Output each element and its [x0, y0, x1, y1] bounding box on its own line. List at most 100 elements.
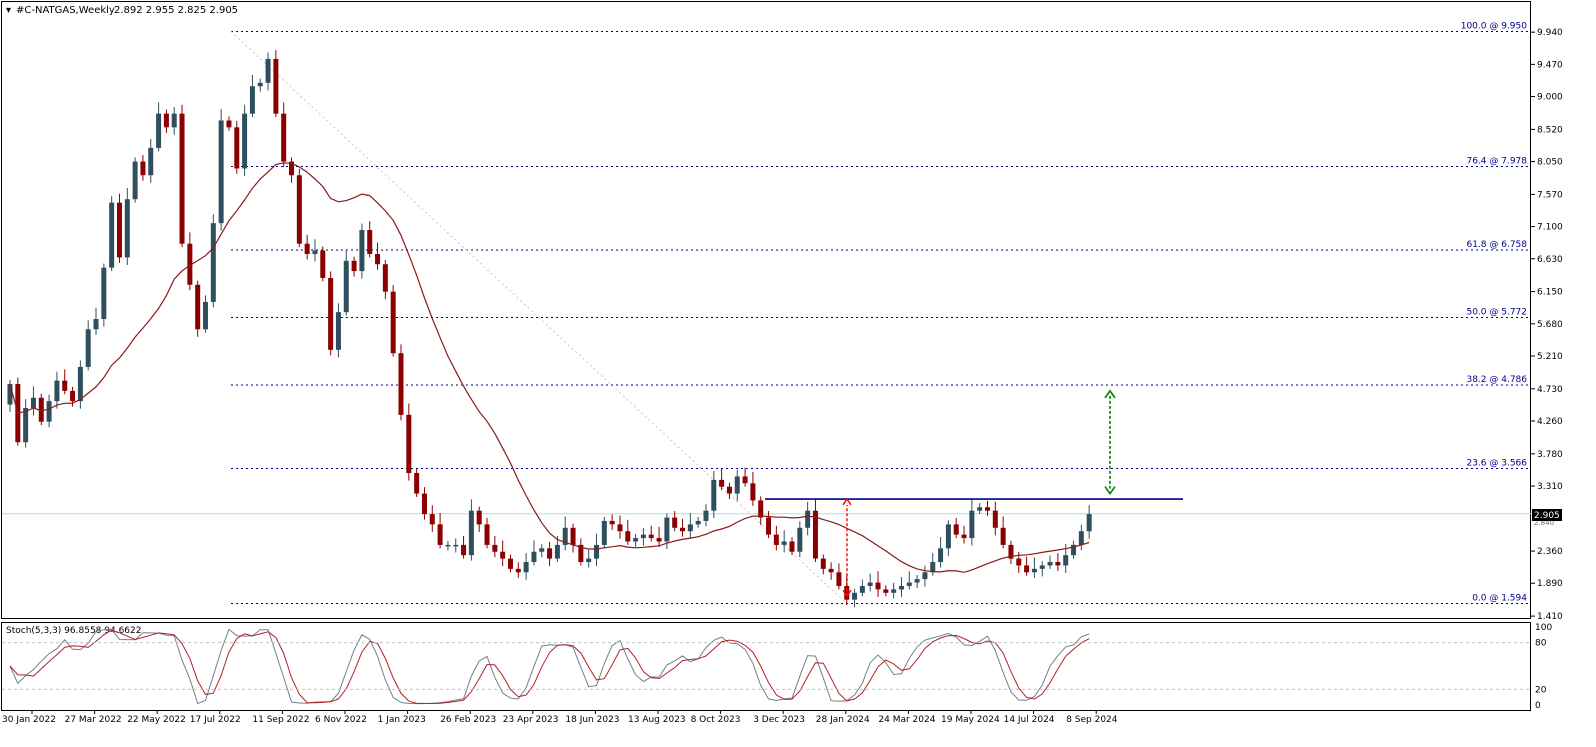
- candle-bear: [985, 507, 990, 511]
- candle-bear: [406, 414, 412, 474]
- candlesticks: [7, 49, 1092, 608]
- time-tick-label: 11 Sep 2022: [252, 715, 309, 725]
- candle-bear: [883, 589, 889, 593]
- candle-bull: [805, 510, 811, 528]
- candle-bear: [281, 113, 287, 162]
- candle-bull: [265, 58, 271, 83]
- current-price-badge: [1532, 509, 1562, 521]
- candle-bull: [945, 524, 951, 549]
- candle-bull: [124, 199, 130, 258]
- candle-bear: [234, 127, 240, 169]
- fibonacci-trend-line: [230, 31, 848, 604]
- time-tick-label: 23 Apr 2023: [503, 715, 559, 725]
- time-tick-label: 28 Jan 2024: [816, 715, 870, 725]
- candle-bull: [218, 120, 224, 224]
- candle-bull: [1078, 531, 1084, 545]
- candle-bull: [914, 579, 920, 583]
- candle-bull: [1071, 544, 1077, 556]
- time-tick-label: 8 Oct 2023: [691, 715, 741, 725]
- candle-bear: [656, 538, 662, 542]
- measure-arrows: [842, 389, 1116, 598]
- candle-bear: [750, 483, 756, 501]
- time-tick-label: 17 Jul 2022: [190, 715, 241, 725]
- candle-bull: [93, 319, 99, 330]
- candle-bear: [758, 500, 764, 518]
- candle-bull: [445, 544, 451, 547]
- down-measure-arrow-head-top: [842, 497, 852, 506]
- price-tick-label: 5.210: [1537, 352, 1563, 362]
- price-tick-label: 2.360: [1537, 547, 1563, 557]
- time-axis[interactable]: 30 Jan 2022 27 Mar 2022 22 May 2022 17 Jul …: [2, 711, 1118, 725]
- candle-bear: [38, 397, 44, 422]
- price-tick-label: 4.260: [1537, 417, 1563, 427]
- candle-bull: [633, 538, 639, 542]
- partial-price-label: 2.840: [1534, 519, 1554, 527]
- time-tick-label: 1 Jan 2023: [378, 715, 426, 725]
- candle-bear: [328, 277, 334, 350]
- candle-bear: [828, 568, 834, 573]
- candle-bear: [179, 113, 185, 244]
- candle-bull: [859, 585, 865, 593]
- candle-bear: [507, 558, 513, 569]
- candle-bull: [891, 589, 897, 593]
- candle-bear: [289, 161, 295, 176]
- candle-bear: [437, 524, 443, 545]
- candle-bull: [554, 544, 560, 559]
- candle-bear: [672, 517, 678, 528]
- price-tick-label: 4.730: [1537, 385, 1563, 395]
- stoch-axis: 100 80 20 0: [2, 623, 1552, 711]
- up-measure-arrow-head-top: [1104, 389, 1116, 399]
- moving-average-line: [9, 162, 1090, 573]
- fib-level-label: 61.8 @ 6.758: [1466, 240, 1527, 250]
- stoch-tick-label: 20: [1535, 685, 1547, 695]
- candle-bull: [523, 562, 529, 573]
- price-tick-label: 6.150: [1537, 288, 1563, 298]
- candle-bull: [242, 113, 248, 169]
- candle-bear: [375, 253, 381, 265]
- price-tick-label: 9.000: [1537, 93, 1563, 103]
- candle-bear: [492, 544, 498, 552]
- candle-bull: [601, 520, 607, 545]
- candle-bull: [249, 86, 255, 114]
- candle-bull: [938, 548, 944, 563]
- candle-bull: [664, 517, 670, 542]
- candle-bear: [226, 120, 232, 128]
- candle-bull: [640, 534, 646, 539]
- candle-bull: [156, 113, 162, 148]
- candle-bear: [296, 175, 302, 244]
- candle-bull: [210, 223, 216, 302]
- time-tick-label: 22 May 2022: [127, 715, 186, 725]
- price-axis[interactable]: 9.940 9.470 9.000 8.520 8.050 7.570 7.100 6.630…: [1531, 28, 1563, 622]
- stoch-tick-label: 80: [1535, 639, 1547, 649]
- candle-bull: [171, 113, 177, 128]
- candle-bull: [7, 384, 13, 405]
- candle-bear: [992, 510, 998, 528]
- candle-bull: [711, 479, 717, 511]
- candle-bull: [101, 267, 107, 320]
- candle-bull: [531, 551, 537, 563]
- fib-level-label: 23.6 @ 3.566: [1466, 459, 1527, 469]
- price-tick-label: 6.630: [1537, 255, 1563, 265]
- candle-bull: [468, 510, 474, 556]
- candle-bull: [23, 407, 29, 443]
- candle-bear: [742, 476, 748, 484]
- candle-bull: [148, 147, 154, 176]
- stoch-tick-label: 100: [1535, 623, 1552, 633]
- candle-bear: [820, 558, 826, 569]
- price-tick-label: 7.100: [1537, 223, 1563, 233]
- fib-level-label: 0.0 @ 1.594: [1472, 594, 1527, 604]
- candle-bear: [515, 568, 521, 573]
- candle-bull: [586, 558, 592, 563]
- candle-bear: [476, 510, 482, 525]
- candle-bull: [1086, 514, 1092, 532]
- candle-bull: [695, 520, 701, 525]
- candle-bear: [62, 380, 68, 391]
- candle-bear: [547, 548, 553, 559]
- candle-bear: [320, 250, 326, 278]
- candle-bear: [617, 524, 623, 532]
- candle-bear: [773, 534, 779, 545]
- candle-bear: [609, 520, 615, 525]
- candle-bull: [781, 541, 787, 545]
- candle-bull: [46, 401, 52, 422]
